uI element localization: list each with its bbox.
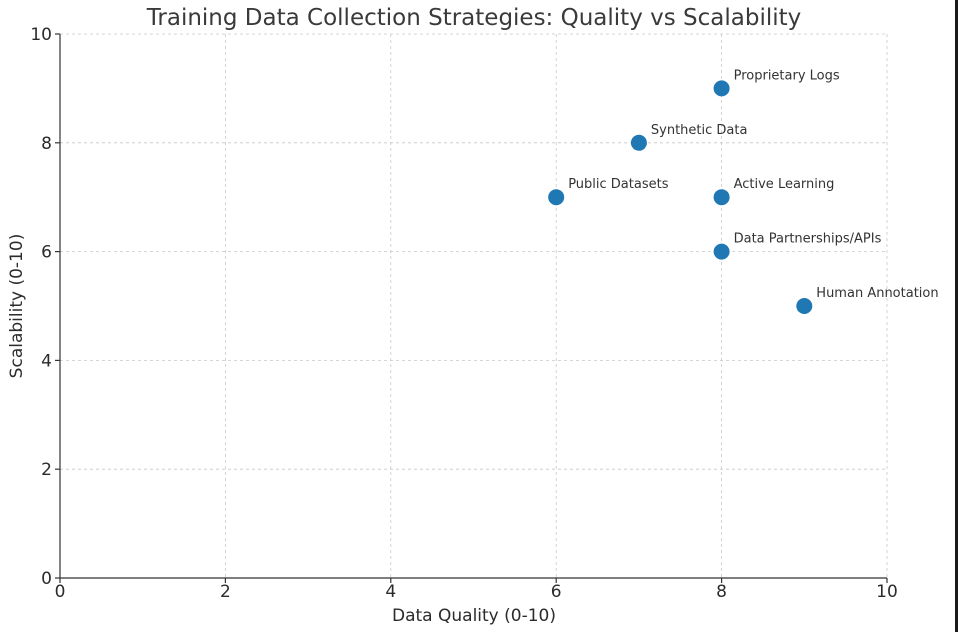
data-point-label: Synthetic Data bbox=[651, 123, 748, 138]
y-tick-label: 10 bbox=[30, 25, 52, 45]
data-point-label: Public Datasets bbox=[568, 177, 669, 192]
x-tick-label: 10 bbox=[876, 582, 898, 602]
x-tick-label: 6 bbox=[551, 582, 562, 602]
data-point bbox=[548, 189, 565, 206]
x-axis-label: Data Quality (0-10) bbox=[392, 606, 556, 626]
y-tick-label: 0 bbox=[41, 569, 52, 589]
x-tick-label: 2 bbox=[220, 582, 231, 602]
data-point bbox=[713, 243, 730, 260]
data-point-label: Data Partnerships/APIs bbox=[734, 232, 882, 247]
grid bbox=[60, 33, 888, 578]
data-point-label: Active Learning bbox=[734, 177, 835, 192]
data-point bbox=[713, 80, 730, 97]
data-point-label: Proprietary Logs bbox=[734, 68, 840, 83]
x-tick-label: 4 bbox=[385, 582, 396, 602]
tick-labels: 0 2 4 6 8 10 0 2 4 6 8 10 bbox=[30, 25, 897, 602]
data-point bbox=[713, 189, 730, 206]
data-point-label: Human Annotation bbox=[816, 286, 938, 301]
data-point bbox=[630, 134, 647, 151]
point-labels: Public Datasets Synthetic Data Proprietary… bbox=[568, 68, 938, 301]
data-points bbox=[548, 80, 813, 314]
axes bbox=[55, 33, 888, 583]
y-tick-label: 4 bbox=[41, 351, 52, 371]
y-tick-label: 6 bbox=[41, 243, 52, 263]
x-tick-label: 0 bbox=[55, 582, 66, 602]
x-tick-label: 8 bbox=[716, 582, 727, 602]
y-tick-label: 8 bbox=[41, 134, 52, 154]
y-tick-label: 2 bbox=[41, 460, 52, 480]
y-axis-label: Scalability (0-10) bbox=[7, 234, 27, 379]
window-edge bbox=[955, 0, 958, 632]
chart-title: Training Data Collection Strategies: Qua… bbox=[146, 5, 802, 31]
data-point bbox=[796, 298, 813, 314]
